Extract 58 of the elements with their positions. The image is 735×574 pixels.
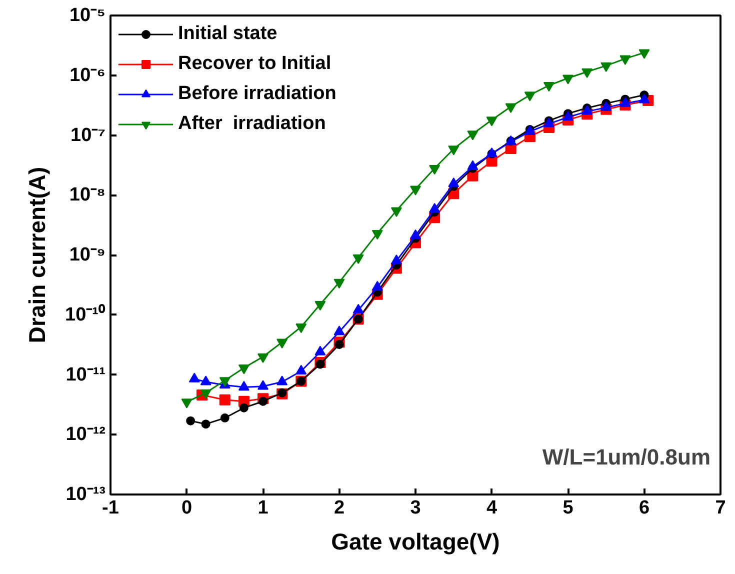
point: [372, 230, 383, 240]
x-axis-title: Gate voltage(V): [331, 528, 500, 554]
y-tick-label: 10⁻¹⁰: [65, 303, 106, 326]
point: [429, 164, 440, 175]
point: [372, 280, 383, 291]
point: [390, 207, 402, 217]
y-tick-label: 10⁻¹²: [66, 424, 106, 446]
point: [201, 420, 210, 429]
y-tick-label: 10⁻¹¹: [66, 364, 106, 386]
y-tick-label: 10⁻⁶: [70, 64, 106, 86]
annotation: W/L=1um/0.8um: [542, 444, 710, 470]
point: [334, 326, 345, 336]
x-tick-label: 4: [486, 498, 498, 518]
point: [638, 49, 650, 59]
point: [582, 68, 593, 78]
legend-label: Initial state: [178, 23, 278, 45]
y-tick-label: 10⁻⁸: [69, 184, 106, 206]
point: [448, 146, 460, 156]
x-tick-label: 2: [334, 498, 345, 518]
point: [600, 62, 612, 72]
x-tick-label: 0: [181, 498, 192, 518]
point: [200, 376, 212, 386]
legend-label: Before irradiation: [178, 83, 336, 105]
point: [543, 82, 554, 92]
y-axis-title: Drain current(A): [24, 166, 50, 344]
y-tick-label: 10⁻⁷: [70, 124, 106, 146]
point: [562, 74, 574, 84]
x-tick-label: 1: [258, 498, 269, 518]
point: [352, 304, 364, 314]
point: [505, 103, 516, 113]
x-tick-label: 5: [562, 498, 574, 518]
x-tick-label: 7: [715, 498, 726, 518]
point: [486, 116, 498, 126]
x-tick-label: 6: [638, 498, 650, 518]
point: [186, 416, 196, 426]
point: [314, 346, 326, 356]
point: [296, 364, 307, 374]
point: [188, 372, 200, 382]
point: [410, 186, 421, 196]
point: [239, 403, 248, 412]
y-tick-label: 10⁻⁵: [69, 5, 106, 26]
point: [220, 413, 230, 422]
point: [276, 376, 288, 386]
point: [467, 130, 478, 140]
point: [219, 394, 230, 406]
point: [258, 380, 268, 390]
point: [390, 254, 402, 264]
point: [524, 92, 536, 102]
point: [258, 396, 268, 406]
point: [620, 55, 631, 65]
point: [352, 254, 364, 264]
point: [316, 360, 325, 369]
y-tick-label: 10⁻⁹: [69, 244, 106, 266]
legend-label: Recover to Initial: [178, 53, 332, 75]
point: [238, 380, 250, 391]
point: [334, 340, 344, 349]
x-tick-label: 3: [410, 498, 421, 518]
legend-label: After irradiation: [178, 113, 326, 135]
